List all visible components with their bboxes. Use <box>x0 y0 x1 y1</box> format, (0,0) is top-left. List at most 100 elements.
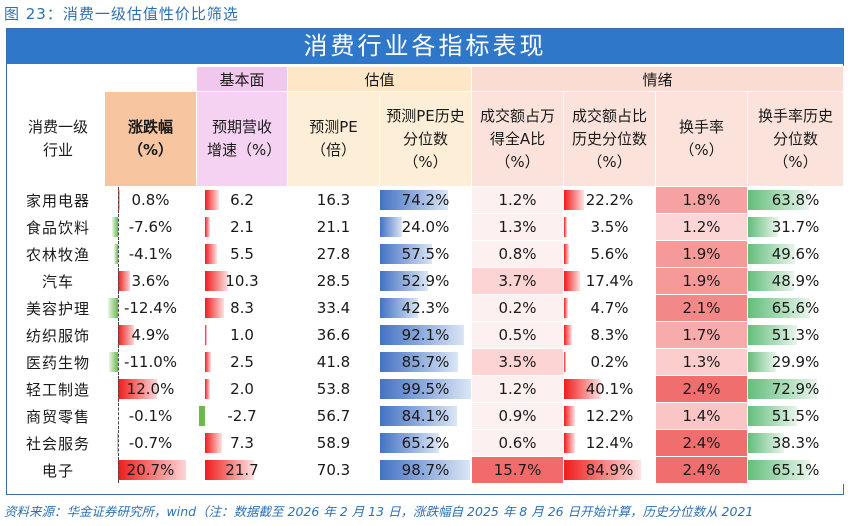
industry-cell: 纺织服饰 <box>11 321 105 349</box>
industry-name: 汽车 <box>41 272 74 291</box>
header-industry: 消费一级行业 <box>27 118 88 159</box>
turnover-share-cell: 0.8% <box>471 240 565 268</box>
pe-value: 28.5 <box>316 272 351 290</box>
pe-pct-cell: 74.2% <box>378 186 473 214</box>
turn-rate-value: 2.4% <box>682 434 721 452</box>
table-row: 美容护理 -12.4% 8.3 33.4 42.3% 0.2% 4.7% 2.1% 65.6% <box>11 294 845 322</box>
change-value: 20.7% <box>126 461 175 479</box>
turnover-share-value: 0.9% <box>498 407 537 425</box>
industry-cell: 食品饮料 <box>11 213 105 241</box>
turnover-share-value: 15.7% <box>493 461 542 479</box>
change-zero-axis <box>117 376 119 402</box>
turnover-share-cell: 1.3% <box>471 213 565 241</box>
turn-rate-pct-value: 49.6% <box>771 245 820 263</box>
turn-rate-value: 2.1% <box>682 299 721 317</box>
pe-cell: 36.6 <box>287 321 380 349</box>
turn-rate-pct-value: 72.9% <box>771 380 820 398</box>
turnover-share-value: 3.5% <box>498 353 537 371</box>
change-value: -0.1% <box>128 407 173 425</box>
table-row: 家用电器 0.8% 6.2 16.3 74.2% 1.2% 22.2% 1.8% 63.8% <box>11 186 845 214</box>
turnover-share-cell: 0.9% <box>471 402 565 430</box>
turn-rate-value: 1.3% <box>682 353 721 371</box>
pe-pct-bar <box>380 460 470 480</box>
turnover-pct-cell: 12.4% <box>563 429 657 457</box>
rev-growth-cell: 10.3 <box>196 267 288 295</box>
rev-growth-value: 1.0 <box>230 326 254 344</box>
turn-rate-pct-value: 31.7% <box>771 218 820 236</box>
change-zero-axis <box>117 295 119 321</box>
turnover-share-cell: 1.2% <box>471 375 565 403</box>
turnover-share-value: 3.7% <box>498 272 537 290</box>
turn-rate-value: 1.9% <box>682 245 721 263</box>
change-bar <box>117 379 158 399</box>
turnover-share-cell: 3.5% <box>471 348 565 376</box>
rev-growth-bar <box>199 406 206 426</box>
change-zero-axis <box>117 322 119 348</box>
turn-rate-pct-bar <box>748 271 795 291</box>
turn-rate-value: 1.7% <box>682 326 721 344</box>
turn-rate-pct-value: 38.3% <box>771 434 820 452</box>
pe-pct-bar <box>380 406 457 426</box>
rev-growth-cell: -2.7 <box>196 402 288 430</box>
rev-growth-value: 7.3 <box>230 434 254 452</box>
change-zero-axis <box>117 268 119 294</box>
turn-rate-pct-bar <box>748 433 785 453</box>
turn-rate-cell: 1.4% <box>655 402 749 430</box>
turn-rate-cell: 1.3% <box>655 348 749 376</box>
pe-pct-cell: 98.7% <box>378 456 473 484</box>
industry-cell: 家用电器 <box>11 186 105 214</box>
turn-rate-cell: 1.8% <box>655 186 749 214</box>
turnover-share-cell: 0.2% <box>471 294 565 322</box>
turnover-pct-cell: 40.1% <box>563 375 657 403</box>
turnover-pct-cell: 17.4% <box>563 267 657 295</box>
industry-cell: 汽车 <box>11 267 105 295</box>
header-pe-pct: 预测PE历史分位数（%） <box>386 106 465 171</box>
column-header-row: 消费一级行业 涨跌幅（%） 预期营收增速（%） 预测PE（倍） 预测PE历史分位… <box>11 91 845 187</box>
rev-growth-value: 2.5 <box>230 353 254 371</box>
turnover-share-value: 0.2% <box>498 299 537 317</box>
turn-rate-pct-cell: 65.1% <box>747 456 845 484</box>
turnover-pct-bar <box>564 217 568 237</box>
change-cell: -0.7% <box>104 429 197 457</box>
industry-name: 社会服务 <box>25 434 90 453</box>
figure-title: 图 23：消费一级估值性价比筛选 <box>4 5 239 23</box>
change-value: -7.6% <box>128 218 173 236</box>
pe-pct-value: 92.1% <box>401 326 450 344</box>
turn-rate-pct-bar <box>748 406 797 426</box>
turnover-pct-bar <box>564 190 585 210</box>
turn-rate-pct-value: 51.3% <box>771 326 820 344</box>
pe-value: 36.6 <box>316 326 351 344</box>
change-bar <box>117 190 121 210</box>
rev-growth-cell: 5.5 <box>196 240 288 268</box>
change-value: 3.6% <box>131 272 170 290</box>
pe-pct-value: 42.3% <box>401 299 450 317</box>
group-header-row: 基本面 估值 情绪 <box>11 66 845 92</box>
rev-growth-bar <box>205 217 210 237</box>
change-bar <box>107 298 118 318</box>
turnover-pct-value: 4.7% <box>590 299 629 317</box>
turnover-pct-bar <box>564 244 570 264</box>
pe-pct-cell: 85.7% <box>378 348 473 376</box>
change-bar <box>117 433 118 453</box>
turn-rate-pct-value: 51.5% <box>771 407 820 425</box>
table-row: 食品饮料 -7.6% 2.1 21.1 24.0% 1.3% 3.5% 1.2% 31.7% <box>11 213 845 241</box>
header-turn-rate: 换手率（%） <box>679 118 725 159</box>
turn-rate-value: 1.4% <box>682 407 721 425</box>
industry-name: 电子 <box>41 461 74 480</box>
turn-rate-pct-value: 63.8% <box>771 191 820 209</box>
group-valuation: 估值 <box>286 66 473 92</box>
pe-value: 33.4 <box>316 299 351 317</box>
change-value: -11.0% <box>123 353 178 371</box>
industry-name: 纺织服饰 <box>25 326 90 345</box>
turn-rate-pct-cell: 63.8% <box>747 186 845 214</box>
turn-rate-value: 2.4% <box>682 461 721 479</box>
pe-cell: 21.1 <box>287 213 380 241</box>
turn-rate-pct-cell: 51.3% <box>747 321 845 349</box>
pe-pct-bar <box>380 298 419 318</box>
change-value: 4.9% <box>131 326 170 344</box>
pe-value: 56.7 <box>316 407 351 425</box>
rev-growth-bar <box>205 433 222 453</box>
rev-growth-bar <box>205 298 224 318</box>
change-cell: 4.9% <box>104 321 197 349</box>
turn-rate-pct-cell: 38.3% <box>747 429 845 457</box>
